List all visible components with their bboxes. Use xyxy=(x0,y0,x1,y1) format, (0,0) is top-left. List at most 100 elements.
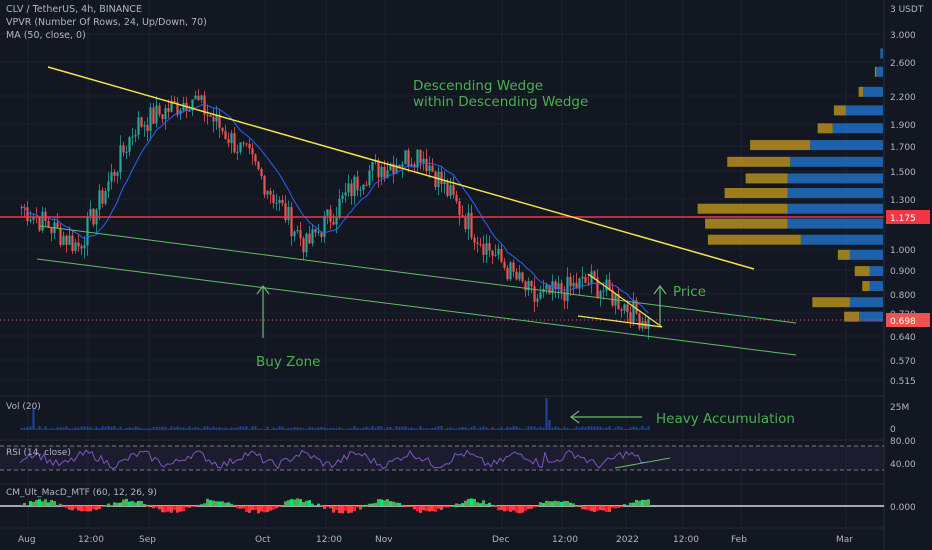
volume-bar xyxy=(344,428,347,430)
macd-bar xyxy=(122,499,125,506)
volume-bar xyxy=(635,427,638,430)
macd-bar xyxy=(209,500,212,506)
candle-body xyxy=(320,231,323,237)
candle-body xyxy=(317,231,320,233)
macd-bar xyxy=(608,506,611,512)
volume-bar xyxy=(605,427,608,430)
volume-bar xyxy=(506,426,509,430)
candle-body xyxy=(590,271,593,284)
macd-bar xyxy=(488,502,491,506)
candle-body xyxy=(338,198,341,218)
volume-bar xyxy=(416,428,419,430)
macd-bar xyxy=(23,503,26,506)
candle-body xyxy=(581,276,584,279)
time-axis-tick: Sep xyxy=(139,535,156,545)
macd-bar xyxy=(395,502,398,506)
volume-bar xyxy=(593,426,596,430)
macd-bar xyxy=(260,506,263,512)
vpvr-up-bar xyxy=(869,266,883,277)
macd-bar xyxy=(386,499,389,506)
macd-bar xyxy=(146,506,149,507)
volume-bar xyxy=(236,427,239,430)
pane-axis-tick: 0.000 xyxy=(890,503,916,513)
candle-body xyxy=(482,244,485,255)
macd-bar xyxy=(143,503,146,506)
volume-bar xyxy=(530,426,533,430)
time-axis[interactable]: Aug 12:00 Sep Oct 12:00 Nov Dec 12:00 2022 12:00 F… xyxy=(18,535,853,545)
macd-bar xyxy=(605,506,608,512)
volume-bar xyxy=(215,427,218,430)
vpvr-up-bar xyxy=(845,105,883,116)
volume-bar xyxy=(233,427,236,430)
macd-bar xyxy=(575,506,578,507)
macd-bar xyxy=(383,500,386,506)
volume-bar xyxy=(104,427,107,430)
wedge-outer-lower-line[interactable] xyxy=(36,258,797,356)
volume-bar xyxy=(59,427,62,430)
candle-body xyxy=(38,217,41,231)
volume-bar xyxy=(164,426,167,430)
candle-body xyxy=(350,183,353,197)
macd-bar xyxy=(104,505,107,507)
volume-bar xyxy=(185,428,188,430)
small-wedge[interactable] xyxy=(577,273,663,328)
macd-bar xyxy=(167,506,170,512)
macd-bar xyxy=(212,500,215,506)
volume-bar xyxy=(242,426,245,430)
vpvr-down-bar xyxy=(837,249,850,260)
macd-bar xyxy=(137,501,140,506)
macd-bar xyxy=(176,506,179,513)
time-axis-tick: 12:00 xyxy=(673,535,699,545)
volume-bar xyxy=(449,427,452,430)
volume-bar xyxy=(50,427,53,430)
candle-body xyxy=(404,150,407,165)
candle-body xyxy=(539,292,542,299)
candle-body xyxy=(137,117,140,135)
volume-bar xyxy=(89,426,92,430)
price-axis-tick: 1.300 xyxy=(890,196,916,206)
candle-body xyxy=(218,114,221,128)
candle-body xyxy=(224,131,227,140)
volume-bar xyxy=(26,427,29,430)
candle-body xyxy=(563,292,566,301)
vpvr-up-bar xyxy=(800,234,883,245)
volume-bar xyxy=(47,428,50,430)
candle-body xyxy=(479,243,482,245)
macd-bar xyxy=(548,501,551,506)
volume-bar xyxy=(278,426,281,430)
macd-bar xyxy=(326,506,329,507)
volume-bar xyxy=(647,426,650,430)
volume-bar xyxy=(374,427,377,430)
candle-body xyxy=(365,184,368,186)
candle-body xyxy=(452,185,455,195)
price-axis[interactable]: 3 USDT 3.000 2.600 2.200 1.900 1.700 1.500 1.30… xyxy=(886,5,930,513)
volume-bar xyxy=(152,427,155,430)
volume-bar xyxy=(497,428,500,430)
wedge-inner-lower-line[interactable] xyxy=(39,225,797,324)
candle-body xyxy=(635,300,638,314)
ma-50-line xyxy=(21,104,649,314)
vpvr-up-bar xyxy=(849,297,883,308)
macd-bar xyxy=(20,504,23,506)
candle-body xyxy=(578,278,581,289)
volume-bar xyxy=(182,427,185,430)
volume-bar xyxy=(29,426,32,430)
volume-bar xyxy=(206,426,209,430)
volume-bar xyxy=(419,426,422,430)
macd-bar xyxy=(455,503,458,506)
macd-bar xyxy=(578,505,581,507)
candle-body xyxy=(272,194,275,204)
macd-bar xyxy=(41,501,44,506)
candle-body xyxy=(134,134,137,137)
candle-body xyxy=(389,163,392,171)
candle-body xyxy=(257,161,260,170)
candle-body xyxy=(125,151,128,153)
wedge-upper-line[interactable] xyxy=(47,66,755,270)
macd-bar xyxy=(518,506,521,514)
volume-bar xyxy=(455,428,458,430)
candle-body xyxy=(620,309,623,311)
volume-bar xyxy=(422,428,425,430)
macd-bar xyxy=(341,506,344,514)
volume-bar xyxy=(335,428,338,430)
